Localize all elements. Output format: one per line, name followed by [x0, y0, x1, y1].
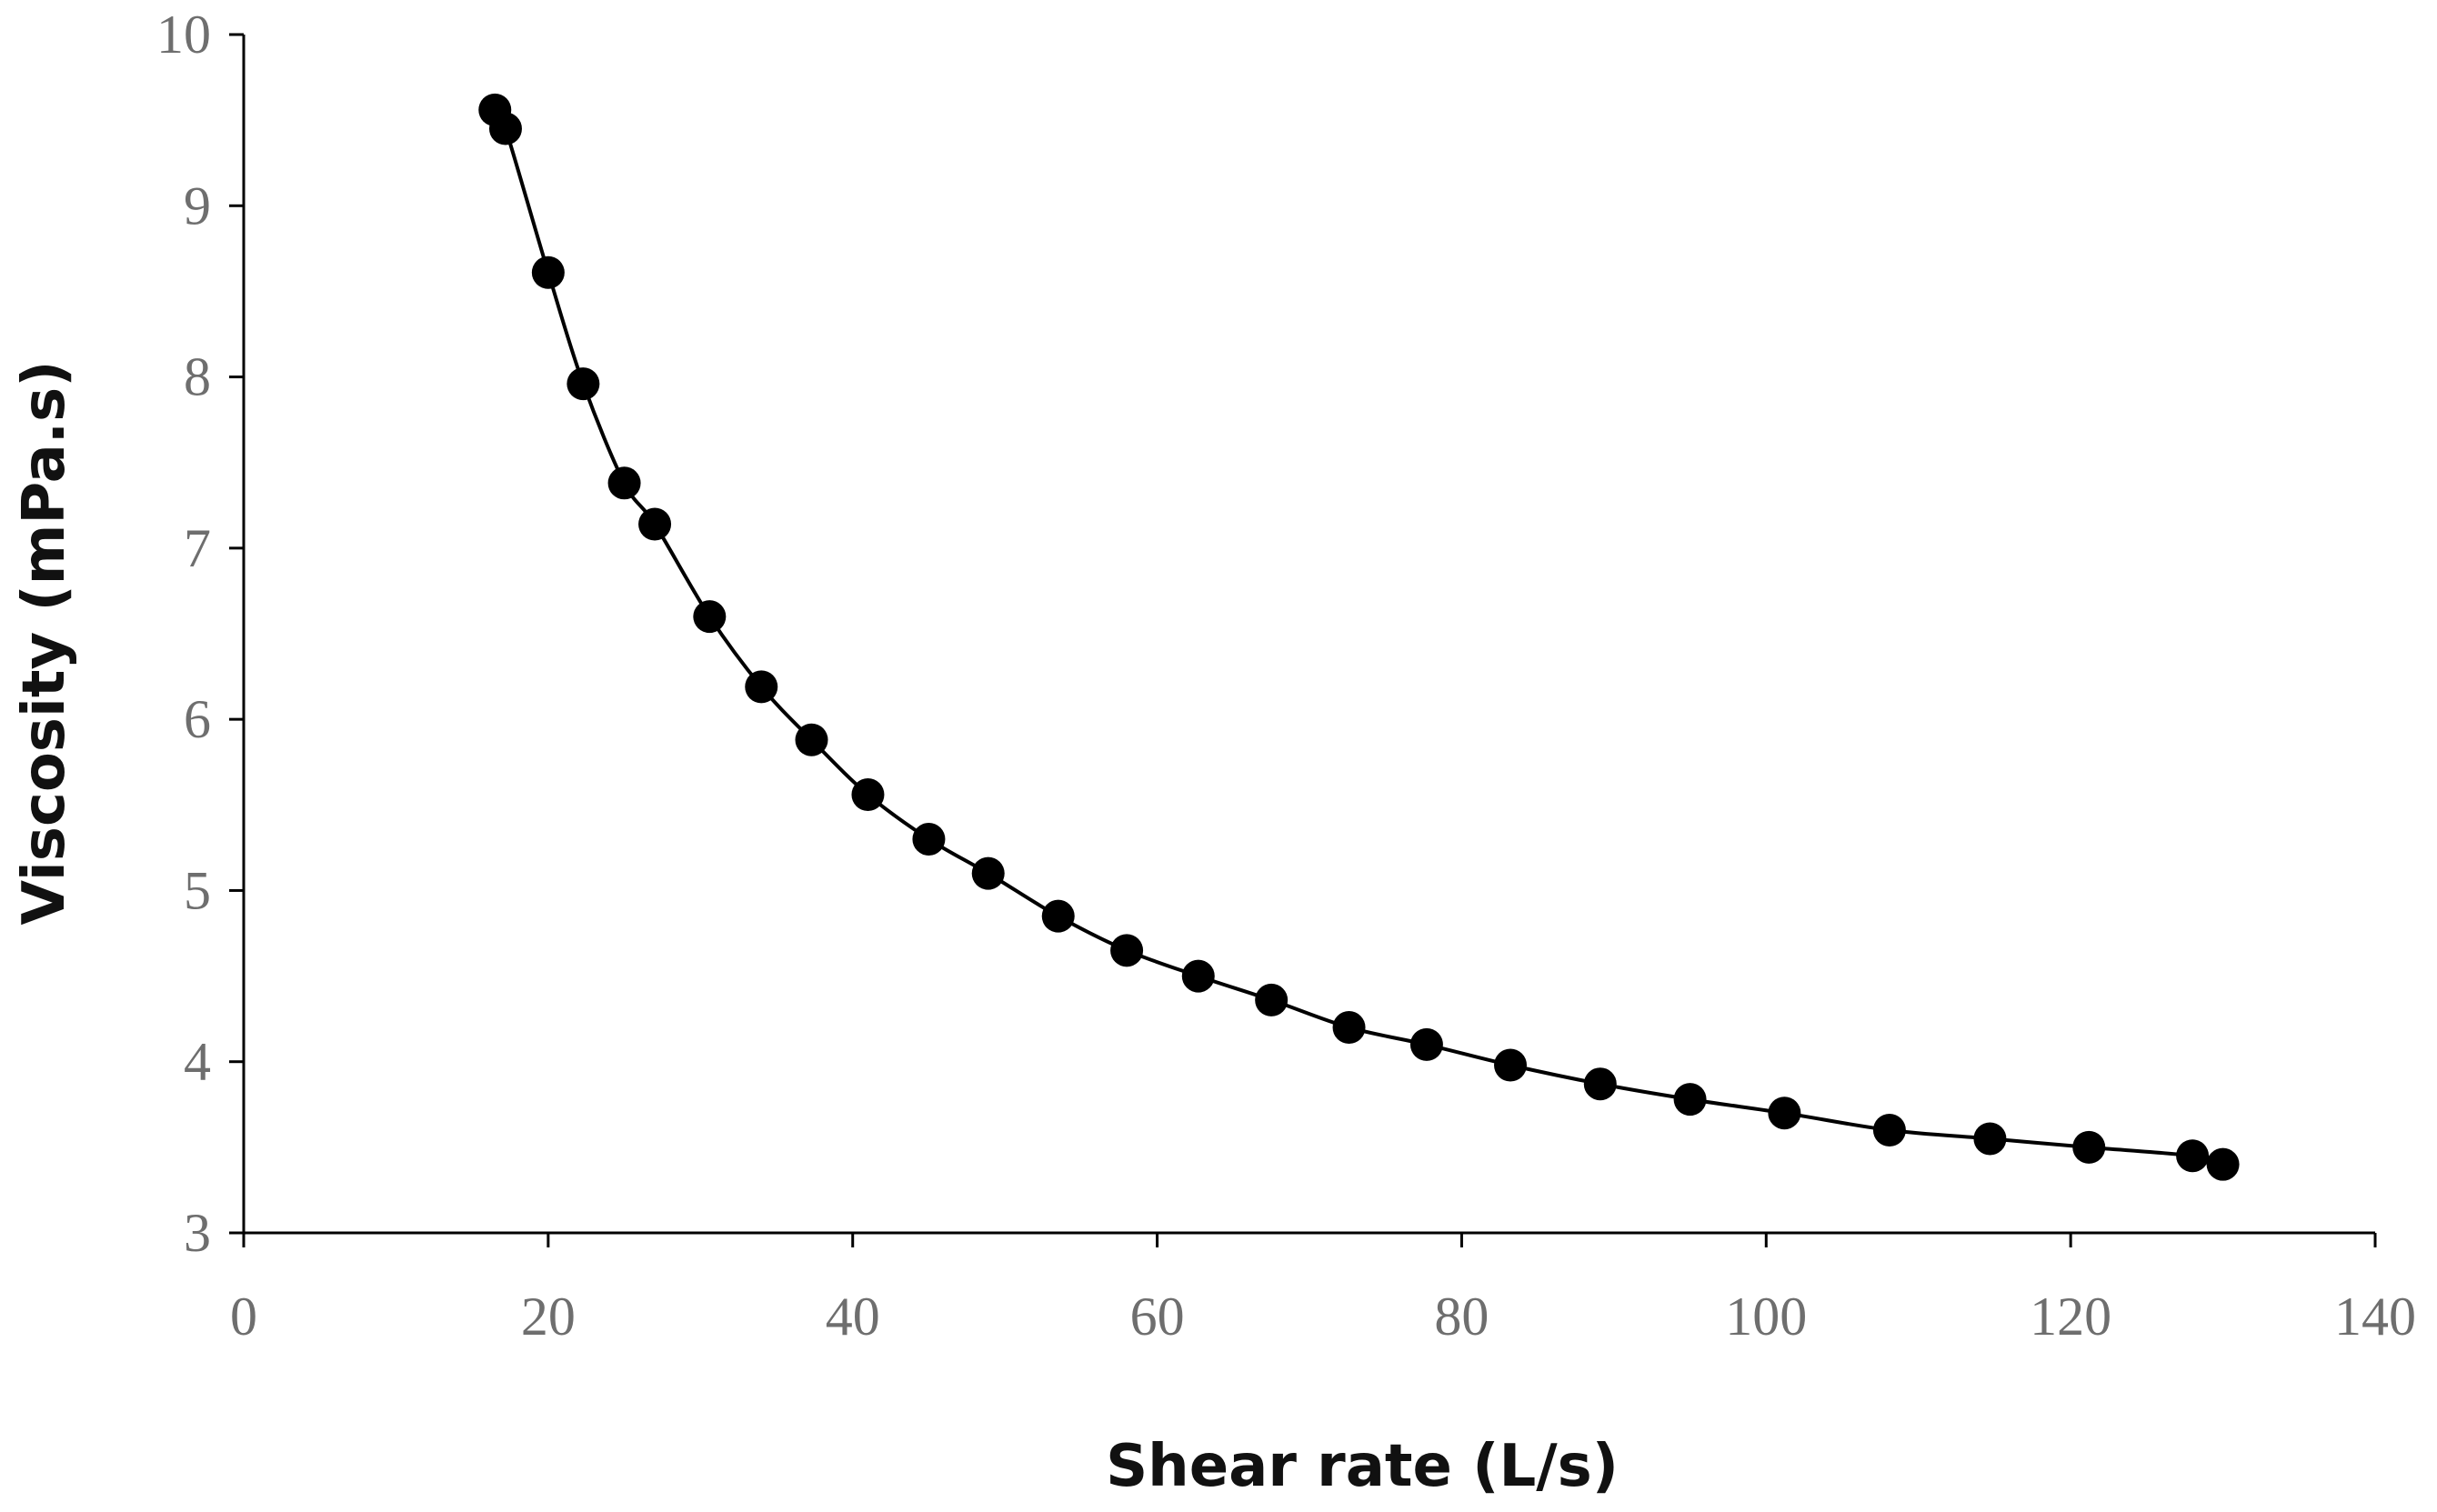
data-point: [1973, 1122, 2007, 1156]
y-tick-label: 6: [184, 689, 211, 749]
data-point: [1181, 959, 1215, 993]
data-point: [1494, 1048, 1528, 1082]
data-point: [567, 367, 600, 401]
x-tick-label: 100: [1725, 1287, 1807, 1347]
data-point: [851, 777, 885, 811]
x-tick-label: 40: [826, 1287, 880, 1347]
y-tick-label: 10: [156, 5, 211, 65]
data-point: [2206, 1147, 2240, 1181]
x-tick-label: 20: [521, 1287, 576, 1347]
x-axis-title: Shear rate (L/s): [1106, 1433, 1619, 1500]
data-point: [1768, 1096, 1801, 1130]
y-tick-label: 4: [184, 1032, 211, 1092]
axes: [242, 35, 2375, 1235]
data-point: [912, 822, 946, 856]
data-point: [1110, 934, 1144, 967]
data-point: [607, 466, 641, 500]
data-point: [795, 723, 828, 756]
data-point: [745, 670, 778, 704]
x-tick-label: 60: [1130, 1287, 1185, 1347]
data-point: [1041, 899, 1075, 933]
data-point: [531, 255, 565, 289]
data-point: [638, 507, 672, 541]
y-tick-label: 7: [184, 518, 211, 578]
tick-labels: 0 20 40 60 80 100 120 140 3 4 5 6 7 8 9 10: [156, 5, 2416, 1347]
data-point: [1872, 1114, 1906, 1147]
data-point: [1255, 983, 1289, 1016]
x-tick-label: 80: [1434, 1287, 1489, 1347]
data-point: [971, 856, 1005, 890]
x-tick-label: 120: [2030, 1287, 2111, 1347]
data-point: [1583, 1067, 1617, 1101]
data-point: [2176, 1139, 2210, 1173]
data-points: [478, 93, 2240, 1181]
y-tick-label: 8: [184, 347, 211, 407]
data-point: [1673, 1083, 1707, 1116]
y-tick-label: 3: [184, 1203, 211, 1263]
x-tick-label: 0: [230, 1287, 257, 1347]
data-point: [1332, 1011, 1366, 1045]
y-tick-label: 9: [184, 175, 211, 235]
data-point: [488, 112, 522, 145]
tick-marks: [229, 33, 2377, 1247]
data-point: [2072, 1130, 2106, 1164]
data-point: [693, 600, 727, 634]
y-axis-title: Viscosity (mPa.s): [11, 361, 78, 926]
data-point: [1409, 1027, 1443, 1061]
y-tick-label: 5: [184, 860, 211, 920]
x-tick-label: 140: [2334, 1287, 2416, 1347]
